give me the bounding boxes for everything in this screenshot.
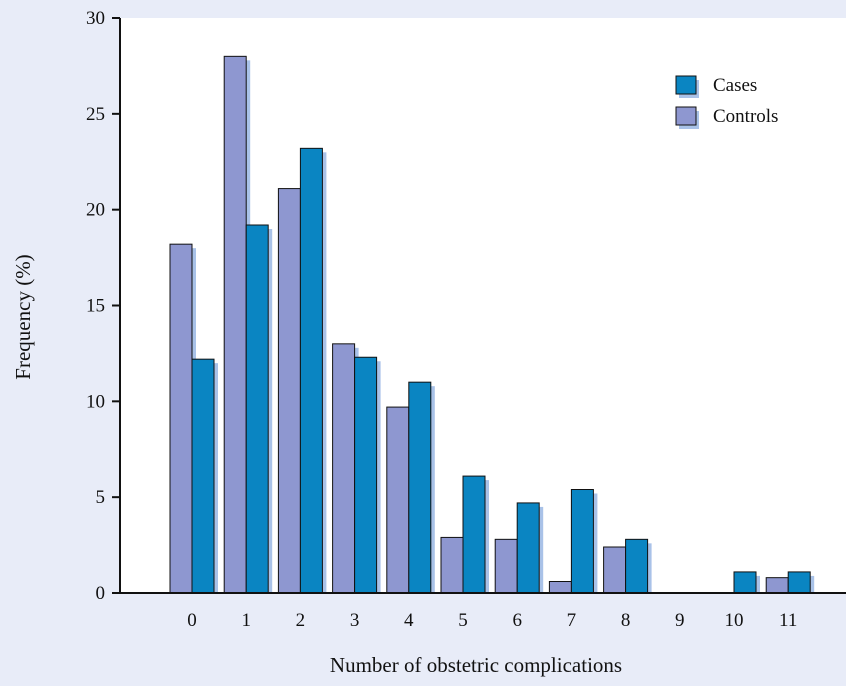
bar-cases-1 <box>245 224 269 594</box>
x-tick-label-9: 9 <box>675 610 685 631</box>
ticks-layer: 0 1 2 3 4 5 6 7 8 9 10 11 0 5 10 15 20 25 30 <box>86 8 797 631</box>
y-tick-label-15: 15 <box>86 296 105 317</box>
bar-cases-3 <box>354 356 378 594</box>
bar-cases-7 <box>570 489 594 594</box>
y-tick-label-0: 0 <box>96 583 106 604</box>
legend-label-controls: Controls <box>713 106 778 127</box>
bar-cases-8 <box>625 538 649 594</box>
x-tick-label-4: 4 <box>404 610 414 631</box>
legend: Cases Controls <box>675 75 778 129</box>
y-axis-title: Frequency (%) <box>11 254 35 379</box>
bar-cases-6 <box>516 502 540 594</box>
x-tick-label-0: 0 <box>187 610 197 631</box>
bar-cases-11 <box>787 571 811 594</box>
y-tick-label-30: 30 <box>86 8 105 29</box>
x-tick-label-5: 5 <box>458 610 468 631</box>
bar-controls-7 <box>548 581 572 594</box>
bar-controls-2 <box>277 188 301 594</box>
y-tick-label-10: 10 <box>86 391 105 412</box>
bar-cases-4 <box>408 381 432 594</box>
legend-label-cases: Cases <box>713 75 757 96</box>
x-tick-label-11: 11 <box>779 610 797 631</box>
bar-controls-3 <box>332 343 356 594</box>
y-tick-label-20: 20 <box>86 200 105 221</box>
legend-swatch-cases <box>675 75 697 95</box>
bar-controls-1 <box>223 55 247 594</box>
x-tick-label-3: 3 <box>350 610 360 631</box>
x-axis-title: Number of obstetric complications <box>330 653 622 677</box>
y-tick-label-5: 5 <box>96 487 106 508</box>
bar-controls-11 <box>765 577 789 594</box>
bar-cases-10 <box>733 571 757 594</box>
legend-swatch-controls <box>675 106 697 126</box>
x-tick-label-6: 6 <box>512 610 522 631</box>
bar-controls-4 <box>386 406 410 594</box>
bar-controls-0 <box>169 243 193 594</box>
bar-controls-6 <box>494 538 518 594</box>
x-tick-label-8: 8 <box>621 610 631 631</box>
x-tick-label-7: 7 <box>567 610 577 631</box>
x-tick-label-2: 2 <box>296 610 306 631</box>
x-tick-label-1: 1 <box>241 610 251 631</box>
y-tick-label-25: 25 <box>86 104 105 125</box>
bar-cases-2 <box>299 147 323 594</box>
bar-cases-5 <box>462 475 486 594</box>
bars-layer <box>169 55 815 594</box>
bar-controls-5 <box>440 536 464 594</box>
bar-cases-0 <box>191 358 215 594</box>
x-tick-label-10: 10 <box>725 610 744 631</box>
bar-controls-8 <box>603 546 627 594</box>
